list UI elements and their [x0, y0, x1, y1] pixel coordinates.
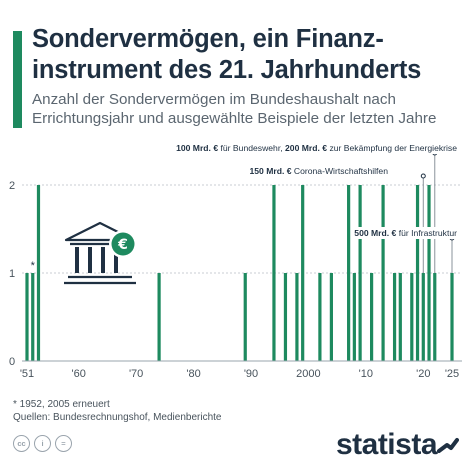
bar-1953	[36, 185, 41, 361]
statista-logo-icon	[437, 438, 459, 453]
bank-column	[75, 247, 79, 273]
bar-2022	[433, 273, 437, 361]
bar-1999	[301, 185, 305, 361]
page-title: Sondervermögen, ein Finanz-instrument de…	[32, 25, 422, 84]
sources-note: Quellen: Bundesrechnungshof, Medienberic…	[13, 412, 222, 423]
annotation-desc: Corona-Wirtschaftshilfen	[292, 166, 389, 176]
euro-symbol: €	[117, 237, 128, 253]
bar-2015	[392, 273, 397, 361]
cc-license-icon[interactable]: cc	[13, 435, 30, 452]
bar-1996	[283, 273, 288, 361]
annotation-label: 100 Mrd. € für Bundeswehr, 200 Mrd. € zu…	[174, 142, 459, 154]
bar-1952	[31, 273, 35, 361]
bar-1974	[157, 273, 161, 361]
bar-2009	[358, 185, 362, 361]
bar-2007	[347, 185, 351, 361]
bar-2011	[369, 273, 374, 361]
bar-2008	[352, 273, 356, 361]
bar-2019	[415, 185, 420, 361]
bar-2020	[421, 273, 425, 361]
chart: 0 1 2 '51 '60 '70 '80 '90 2000 '10 '20 '25 * 100 Mrd.…	[9, 142, 462, 380]
bank-column	[114, 247, 118, 273]
y-tick-label: 1	[9, 268, 15, 280]
annotation-desc: zur Bekämpfung der Energiekrise	[327, 143, 457, 153]
x-tick-label: 2000	[296, 368, 320, 380]
annotation-bg	[247, 165, 390, 177]
annotation-bg	[174, 142, 459, 154]
x-tick-label: '20	[416, 368, 430, 380]
bar-1989	[243, 273, 247, 361]
annotation-amount: 200 Mrd. €	[285, 143, 327, 153]
brand-name: statista	[335, 428, 438, 461]
y-tick-label: 2	[9, 180, 15, 192]
x-tick-label: '25	[445, 368, 459, 380]
bar-2004	[329, 273, 333, 361]
x-tick-label: '51	[20, 368, 34, 380]
x-tick-label: '10	[359, 368, 373, 380]
x-tick-label: '90	[244, 368, 258, 380]
license-icons: cc i =	[13, 435, 72, 452]
annotation-dot	[420, 173, 426, 179]
equals-icon[interactable]: =	[55, 435, 72, 452]
bar-2002	[318, 273, 322, 361]
bar-2013	[381, 185, 385, 361]
annotation-text: 100 Mrd. € für Bundeswehr, 200 Mrd. € zu…	[176, 143, 457, 153]
annotation-bg	[352, 227, 459, 239]
x-tick-label: '70	[129, 368, 143, 380]
bank-column	[101, 247, 105, 273]
footnote: * 1952, 2005 erneuert	[13, 399, 110, 410]
annotation-amount: 150 Mrd. €	[249, 166, 291, 176]
bar-1994	[272, 185, 276, 361]
x-tick-label: '80	[186, 368, 200, 380]
bar-2021	[427, 185, 431, 361]
annotation-text: 150 Mrd. € Corona-Wirtschaftshilfen	[249, 166, 388, 176]
euro-coin	[111, 232, 135, 256]
annotation-amount: 100 Mrd. €	[176, 143, 218, 153]
bar-2016	[398, 273, 402, 361]
asterisk-marker: *	[31, 260, 36, 272]
annotation-label: 150 Mrd. € Corona-Wirtschaftshilfen	[247, 165, 390, 177]
y-tick-label: 0	[9, 356, 15, 368]
annotation-label: 500 Mrd. € für Infrastruktur	[352, 227, 459, 239]
bar-2018	[410, 273, 414, 361]
bar-2025	[450, 273, 454, 361]
statista-logo[interactable]: statista	[336, 428, 459, 462]
bank-column	[88, 247, 92, 273]
bar-1951	[25, 273, 29, 361]
annotation-text: 500 Mrd. € für Infrastruktur	[354, 228, 457, 238]
annotation-desc: für Bundeswehr,	[218, 143, 285, 153]
page-subtitle: Anzahl der Sondervermögen im Bundeshaush…	[32, 91, 437, 127]
annotation-desc: für Infrastruktur	[396, 228, 457, 238]
annotation-amount: 500 Mrd. €	[354, 228, 396, 238]
bank-euro-icon: €	[64, 221, 137, 285]
title-accent-bar	[13, 31, 22, 128]
x-tick-label: '60	[72, 368, 86, 380]
info-icon[interactable]: i	[34, 435, 51, 452]
bar-1998	[295, 273, 299, 361]
